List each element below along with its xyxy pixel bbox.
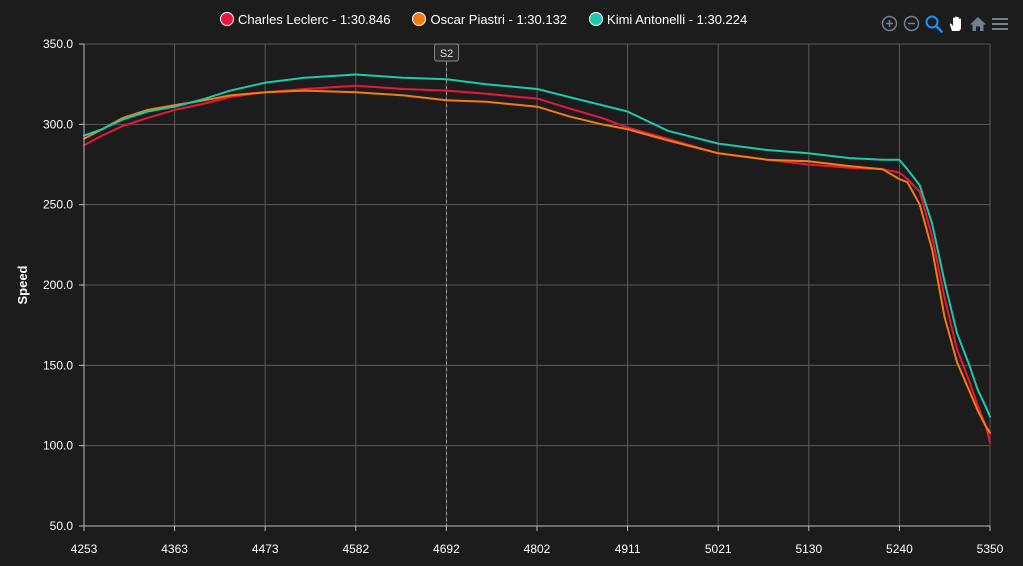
legend-label-leclerc: Charles Leclerc - 1:30.846 [238, 11, 391, 27]
y-tick-label: 350.0 [43, 37, 73, 51]
series-line-2 [83, 89, 991, 434]
legend-marker-antonelli [589, 12, 604, 26]
legend-label-antonelli: Kimi Antonelli - 1:30.224 [607, 11, 748, 27]
x-tick-label: 5240 [886, 542, 913, 556]
series-line-3 [83, 73, 991, 418]
y-axis-label: Speed [15, 265, 30, 304]
legend: Charles Leclerc - 1:30.846 Oscar Piastri… [220, 8, 747, 30]
legend-marker-leclerc [220, 12, 234, 26]
home-reset-icon[interactable] [968, 14, 987, 33]
y-tick-label: 50.0 [50, 519, 74, 533]
menu-icon[interactable] [990, 14, 1009, 33]
axes [79, 43, 991, 531]
x-tick-label: 5350 [977, 542, 1004, 556]
legend-item-piastri[interactable]: Oscar Piastri - 1:30.132 [412, 12, 567, 27]
y-tick-label: 300.0 [43, 117, 73, 131]
sector-label-box [434, 43, 460, 62]
y-tick-label: 150.0 [43, 358, 73, 372]
series-lines [83, 73, 991, 444]
legend-label-piastri: Oscar Piastri - 1:30.132 [430, 11, 568, 27]
sector-marker: S2 [434, 43, 460, 526]
pan-hand-icon[interactable] [946, 14, 965, 33]
sector-label: S2 [440, 48, 453, 60]
series-line-1 [83, 84, 991, 444]
y-tick-label: 200.0 [43, 278, 73, 292]
x-tick-label: 4363 [161, 542, 188, 556]
x-tick-label: 5130 [795, 542, 822, 556]
legend-item-leclerc[interactable]: Charles Leclerc - 1:30.846 [220, 12, 390, 27]
y-tick-label: 100.0 [43, 439, 73, 453]
x-tick-label: 4473 [252, 542, 279, 556]
y-tick-label: 250.0 [43, 198, 73, 212]
x-tick-label: 5021 [705, 542, 732, 556]
zoom-in-icon[interactable] [880, 14, 899, 33]
x-tick-label: 4911 [615, 542, 641, 556]
legend-marker-piastri [412, 12, 427, 26]
x-tick-label: 4802 [524, 542, 551, 556]
x-tick-label: 4582 [342, 542, 369, 556]
zoom-out-icon[interactable] [902, 14, 921, 33]
legend-item-antonelli[interactable]: Kimi Antonelli - 1:30.224 [589, 12, 747, 27]
tick-labels: 4253 4363 4473 4582 4692 4802 4911 5021 5130 5240… [43, 37, 1004, 556]
zoom-selection-icon[interactable] [924, 14, 943, 33]
chart-toolbar [880, 14, 1009, 33]
grid-lines [83, 43, 991, 527]
x-tick-label: 4253 [71, 542, 98, 556]
x-tick-label: 4692 [433, 542, 460, 556]
